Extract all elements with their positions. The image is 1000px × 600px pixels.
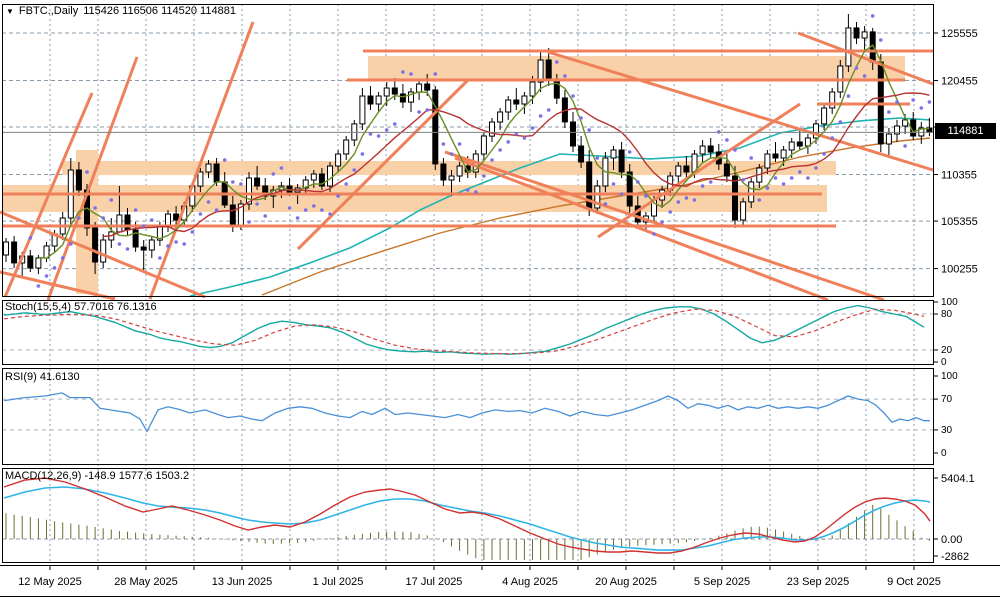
svg-text:1 Jul 2025: 1 Jul 2025 [313,576,364,588]
ohlc-values: 115426 116506 114520 114881 [83,5,236,17]
svg-text:0: 0 [941,357,947,368]
svg-text:100255: 100255 [941,264,978,276]
svg-text:17 Jul 2025: 17 Jul 2025 [406,576,463,588]
svg-text:105355: 105355 [941,216,978,228]
svg-text:4 Aug 2025: 4 Aug 2025 [502,576,558,588]
svg-text:0: 0 [941,448,947,459]
svg-text:28 May 2025: 28 May 2025 [114,576,178,588]
symbol-dropdown-icon[interactable]: ▼ [6,7,14,16]
svg-text:5 Sep 2025: 5 Sep 2025 [694,576,750,588]
svg-text:110355: 110355 [941,170,977,182]
macd-layer [3,477,931,560]
svg-text:9 Oct 2025: 9 Oct 2025 [887,576,941,588]
svg-text:12 May 2025: 12 May 2025 [18,576,82,588]
svg-text:100: 100 [941,297,958,308]
sar-dots-layer [28,14,932,288]
svg-text:-2862: -2862 [941,551,969,563]
panel-borders [0,4,1000,597]
stochastic-layer [3,304,925,355]
svg-text:13 Jun 2025: 13 Jun 2025 [212,576,273,588]
rsi-label: RSI(9) 41.6130 [5,371,80,383]
svg-text:30: 30 [941,425,953,436]
svg-text:80: 80 [941,309,953,320]
candles-layer [3,14,933,276]
svg-text:0.00: 0.00 [941,534,962,546]
svg-text:20 Aug 2025: 20 Aug 2025 [595,576,657,588]
stoch-label: Stoch(15,5,4) 57.7016 76.1316 [5,301,157,313]
symbol-period-label: FBTC.,Daily [18,5,79,17]
trendlines-layer [0,21,934,302]
date-axis: 12 May 2025 28 May 2025 13 Jun 2025 1 Jul 2… [18,566,941,588]
svg-text:70: 70 [941,394,953,405]
rsi-layer [3,392,930,433]
chart-title: ▼ FBTC.,Daily 115426 116506 114520 11488… [6,5,236,18]
svg-text:100: 100 [941,371,958,382]
svg-text:20: 20 [941,345,953,356]
svg-text:120455: 120455 [941,75,978,87]
price-axis: 1255551204551154551103551053551002551008… [933,28,978,563]
zones-layer [2,56,905,294]
macd-label: MACD(12,26,9) -148.9 1577.6 1503.2 [5,470,190,482]
svg-text:5404.1: 5404.1 [941,473,975,485]
svg-text:125555: 125555 [941,28,978,40]
svg-text:23 Sep 2025: 23 Sep 2025 [787,576,849,588]
current-price-tag: 114881 [935,123,996,139]
